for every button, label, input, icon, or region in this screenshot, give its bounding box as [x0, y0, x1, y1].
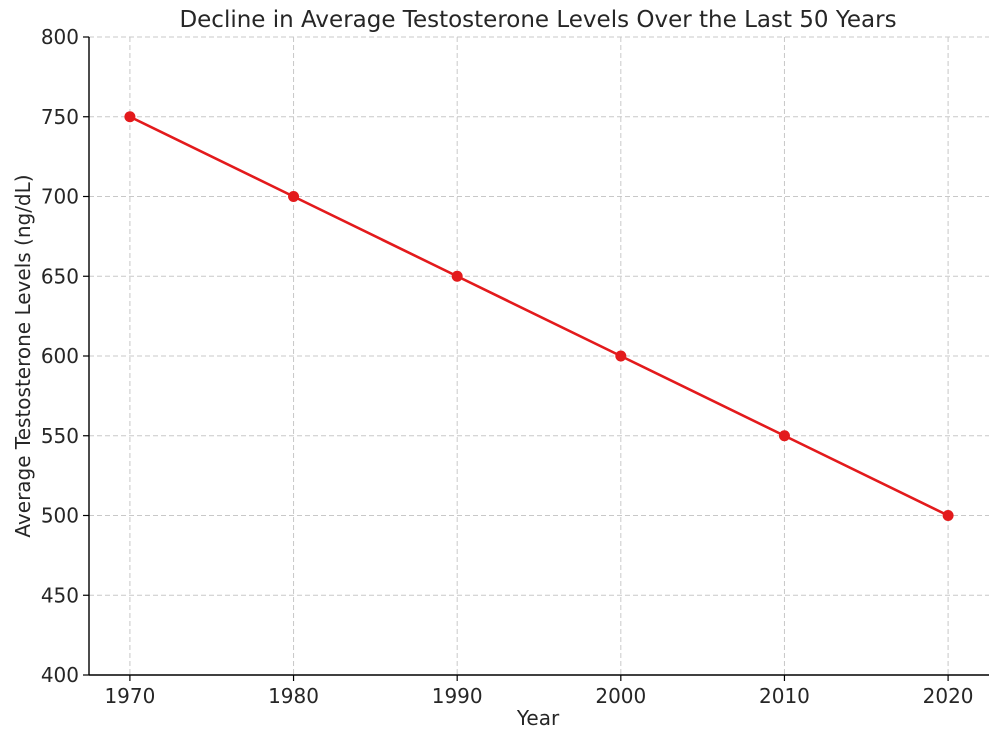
labels-layer: Decline in Average Testosterone Levels O…: [11, 7, 897, 730]
x-tick-label: 1970: [104, 684, 155, 708]
x-tick-label: 2010: [759, 684, 810, 708]
y-tick-label: 650: [41, 264, 79, 288]
y-tick-label: 800: [41, 25, 79, 49]
data-point: [124, 111, 136, 123]
x-tick-label: 1980: [268, 684, 319, 708]
grid-layer: [89, 36, 989, 676]
y-tick-label: 600: [41, 344, 79, 368]
chart-title: Decline in Average Testosterone Levels O…: [179, 7, 896, 33]
axes-layer: 1970 1980 1990 2000 2010 2020 400 450 500 550 600 6…: [41, 25, 989, 708]
data-point: [942, 510, 954, 521]
data-point: [615, 350, 627, 362]
x-tick-label: 2020: [923, 684, 974, 708]
y-tick-label: 450: [41, 583, 79, 607]
series-line: [128, 115, 950, 517]
data-point: [778, 430, 790, 442]
y-tick-label: 700: [41, 185, 79, 209]
y-tick-label: 500: [41, 504, 79, 528]
x-axis-label: Year: [516, 706, 560, 730]
x-tick-label: 2000: [595, 684, 646, 708]
data-point: [288, 191, 300, 202]
x-tick-label: 1990: [432, 684, 483, 708]
y-tick-label: 550: [41, 424, 79, 448]
y-tick-label: 400: [41, 663, 79, 687]
data-point: [451, 270, 463, 282]
series-layer: [124, 111, 954, 521]
y-axis-label: Average Testosterone Levels (ng/dL): [11, 174, 35, 537]
y-tick-label: 750: [41, 105, 79, 129]
